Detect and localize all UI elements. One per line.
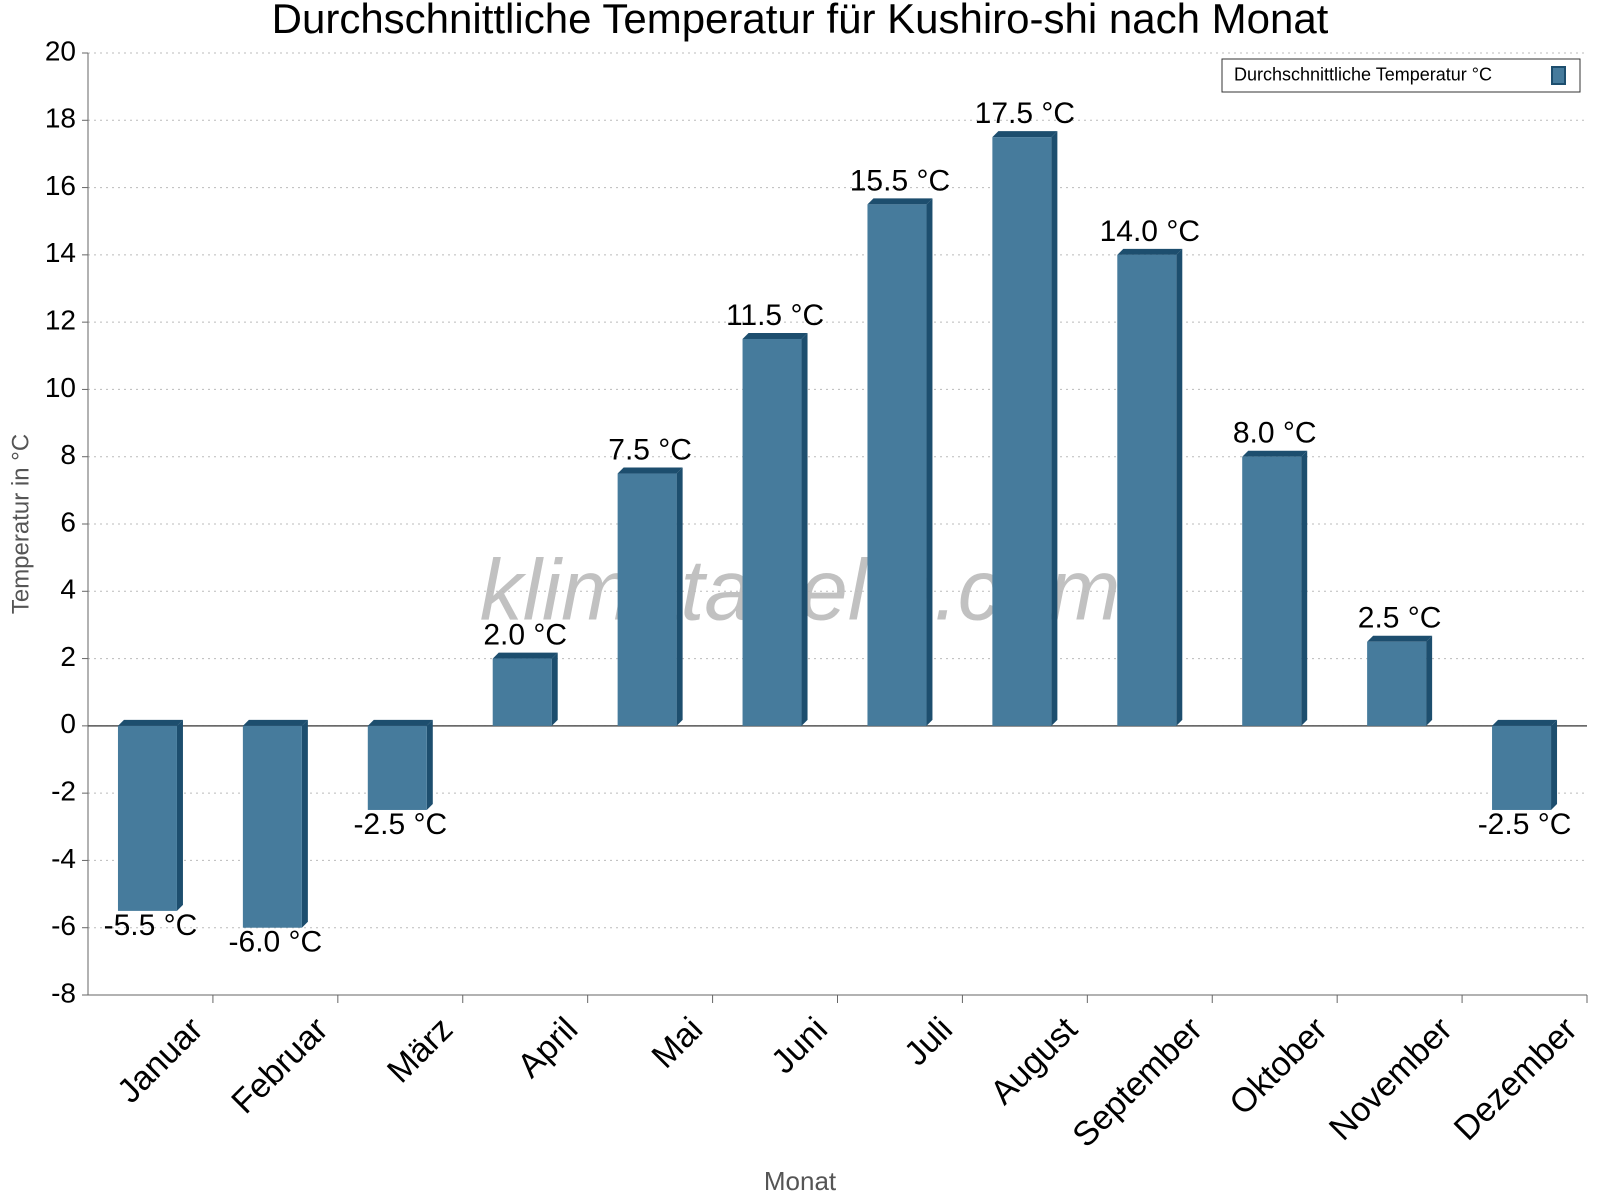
x-tick-label: September [1065, 1010, 1209, 1154]
y-tick-label: 4 [60, 574, 76, 605]
bar-side [1176, 248, 1183, 726]
value-label: 8.0 °C [1233, 417, 1317, 450]
bar-side [676, 467, 683, 726]
bar-side [926, 198, 933, 726]
bar [1367, 641, 1427, 726]
bar-side [551, 652, 558, 726]
y-tick-label: 18 [45, 103, 76, 134]
bar-top [1367, 635, 1433, 642]
bar-top [242, 719, 308, 726]
x-tick-label: April [510, 1010, 585, 1085]
bar-top [742, 332, 808, 339]
bar-top [1492, 719, 1558, 726]
x-tick-label: Juli [897, 1010, 960, 1073]
value-label: 2.5 °C [1358, 602, 1442, 635]
y-tick-label: 0 [60, 708, 76, 739]
bar [992, 137, 1052, 726]
bar-side [1051, 131, 1058, 726]
bar-side [1426, 635, 1433, 726]
bar [367, 725, 427, 810]
bar-top [367, 719, 433, 726]
y-tick-label: -8 [51, 977, 76, 1008]
bar-top [867, 198, 933, 205]
y-tick-label: -4 [51, 843, 76, 874]
legend-box [1221, 58, 1581, 93]
value-label: -6.0 °C [229, 926, 323, 959]
chart-title: Durchschnittliche Temperatur für Kushiro… [272, 0, 1329, 42]
x-tick-label: Dezember [1447, 1010, 1585, 1148]
x-tick-label: März [380, 1010, 460, 1090]
bar [492, 658, 552, 726]
bar [242, 725, 302, 928]
value-label: 2.0 °C [483, 618, 567, 651]
value-label: -2.5 °C [353, 808, 447, 841]
x-tick-label: Oktober [1222, 1010, 1334, 1122]
y-tick-label: 16 [45, 170, 76, 201]
bar [617, 473, 677, 726]
bar [867, 204, 927, 726]
value-label: 11.5 °C [726, 299, 824, 332]
bar [1492, 725, 1552, 810]
y-tick-label: -2 [51, 776, 76, 807]
x-tick-label: Januar [110, 1010, 210, 1110]
value-label: 14.0 °C [1100, 215, 1200, 248]
bar-top [617, 467, 683, 474]
bar-side [801, 332, 808, 726]
legend-swatch [1551, 66, 1566, 85]
bar-side [426, 719, 433, 810]
legend-label: Durchschnittliche Temperatur °C [1234, 64, 1492, 84]
bar-top [1242, 450, 1308, 457]
bar-top [117, 719, 183, 726]
y-tick-label: 14 [45, 237, 76, 268]
bar-side [176, 719, 183, 911]
value-label: 15.5 °C [850, 164, 950, 197]
value-label: -2.5 °C [1478, 808, 1572, 841]
x-axis-label: Monat [764, 1166, 837, 1196]
x-tick-label: Mai [645, 1010, 711, 1076]
y-tick-label: 6 [60, 506, 76, 537]
x-tick-label: August [983, 1010, 1085, 1112]
value-label: 7.5 °C [608, 433, 692, 466]
bar-top [1117, 248, 1183, 255]
bar-top [992, 131, 1058, 138]
bar-side [301, 719, 308, 928]
x-tick-label: November [1322, 1010, 1460, 1148]
y-tick-label: 20 [45, 35, 76, 66]
y-tick-label: 8 [60, 439, 76, 470]
y-tick-label: 12 [45, 305, 76, 336]
x-tick-label: Februar [224, 1010, 335, 1121]
bar [1117, 254, 1177, 726]
x-tick-label: Juni [764, 1010, 835, 1081]
y-axis-label: Temperatur in °C [7, 434, 34, 614]
bar-top [492, 652, 558, 659]
y-tick-label: 2 [60, 641, 76, 672]
bar [117, 725, 177, 911]
y-tick-label: 10 [45, 372, 76, 403]
bar-side [1301, 450, 1308, 726]
bar [742, 338, 802, 726]
bar-side [1551, 719, 1558, 810]
value-label: -5.5 °C [104, 909, 198, 942]
bar [1242, 456, 1302, 726]
y-tick-label: -6 [51, 910, 76, 941]
value-label: 17.5 °C [975, 97, 1075, 130]
